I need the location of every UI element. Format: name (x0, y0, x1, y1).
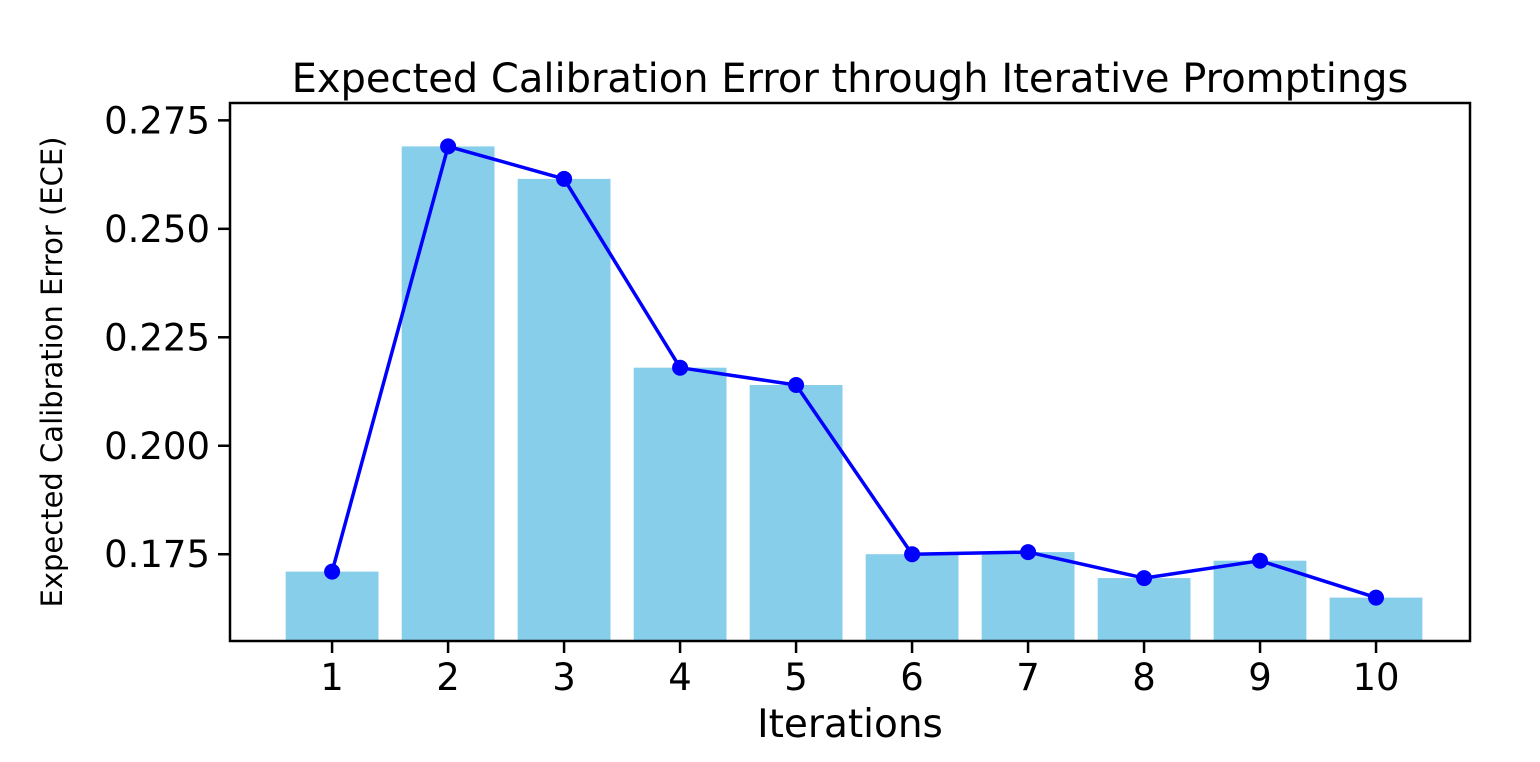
plot-area: 1 2 3 4 5 6 7 8 9 10 0.175 0.200 0.225 0.250 0.275 (104, 99, 1472, 699)
x-tick-label-6: 6 (900, 656, 924, 699)
x-tick-label-3: 3 (552, 656, 576, 699)
ece-marker-iteration-5 (788, 377, 805, 393)
ece-marker-iteration-9 (1252, 552, 1268, 569)
bar-iteration-2 (401, 146, 495, 641)
x-tick-label-1: 1 (320, 656, 344, 699)
y-tick-label-0.250: 0.250 (104, 208, 210, 251)
ece-marker-iteration-7 (1020, 544, 1037, 561)
bar-iteration-4 (633, 367, 727, 641)
x-axis-label: Iterations (757, 702, 943, 747)
x-tick-label-9: 9 (1248, 656, 1272, 699)
ece-marker-iteration-4 (672, 359, 689, 376)
y-tick-label-0.175: 0.175 (104, 533, 210, 576)
chart-title: Expected Calibration Error through Itera… (292, 56, 1409, 102)
y-tick-label-0.225: 0.225 (104, 316, 210, 359)
y-tick-label-0.200: 0.200 (104, 425, 210, 468)
y-axis-label: Expected Calibration Error (ECE) (35, 137, 69, 608)
ece-marker-iteration-2 (440, 138, 457, 155)
x-tick-label-8: 8 (1132, 656, 1156, 699)
y-tick-label-0.275: 0.275 (104, 99, 210, 142)
plot-border (228, 101, 1472, 643)
bar-iteration-3 (517, 178, 611, 641)
bar-iteration-1 (285, 571, 379, 641)
ece-marker-iteration-8 (1136, 570, 1153, 587)
ece-marker-iteration-10 (1368, 589, 1384, 606)
bar-iteration-5 (749, 385, 843, 641)
ece-marker-iteration-6 (904, 546, 921, 563)
x-tick-label-2: 2 (436, 656, 460, 699)
x-tick-label-7: 7 (1016, 656, 1040, 699)
bar-iteration-6 (865, 554, 959, 641)
ece-marker-iteration-1 (324, 563, 341, 580)
x-tick-label-10: 10 (1352, 656, 1399, 699)
x-tick-label-5: 5 (784, 656, 808, 699)
bar-iteration-7 (981, 552, 1075, 641)
ece-line (330, 144, 1378, 600)
bar-iteration-8 (1097, 578, 1191, 641)
x-tick-label-4: 4 (668, 656, 692, 699)
bar-iteration-9 (1213, 560, 1307, 641)
ece-marker-iteration-3 (556, 170, 573, 187)
